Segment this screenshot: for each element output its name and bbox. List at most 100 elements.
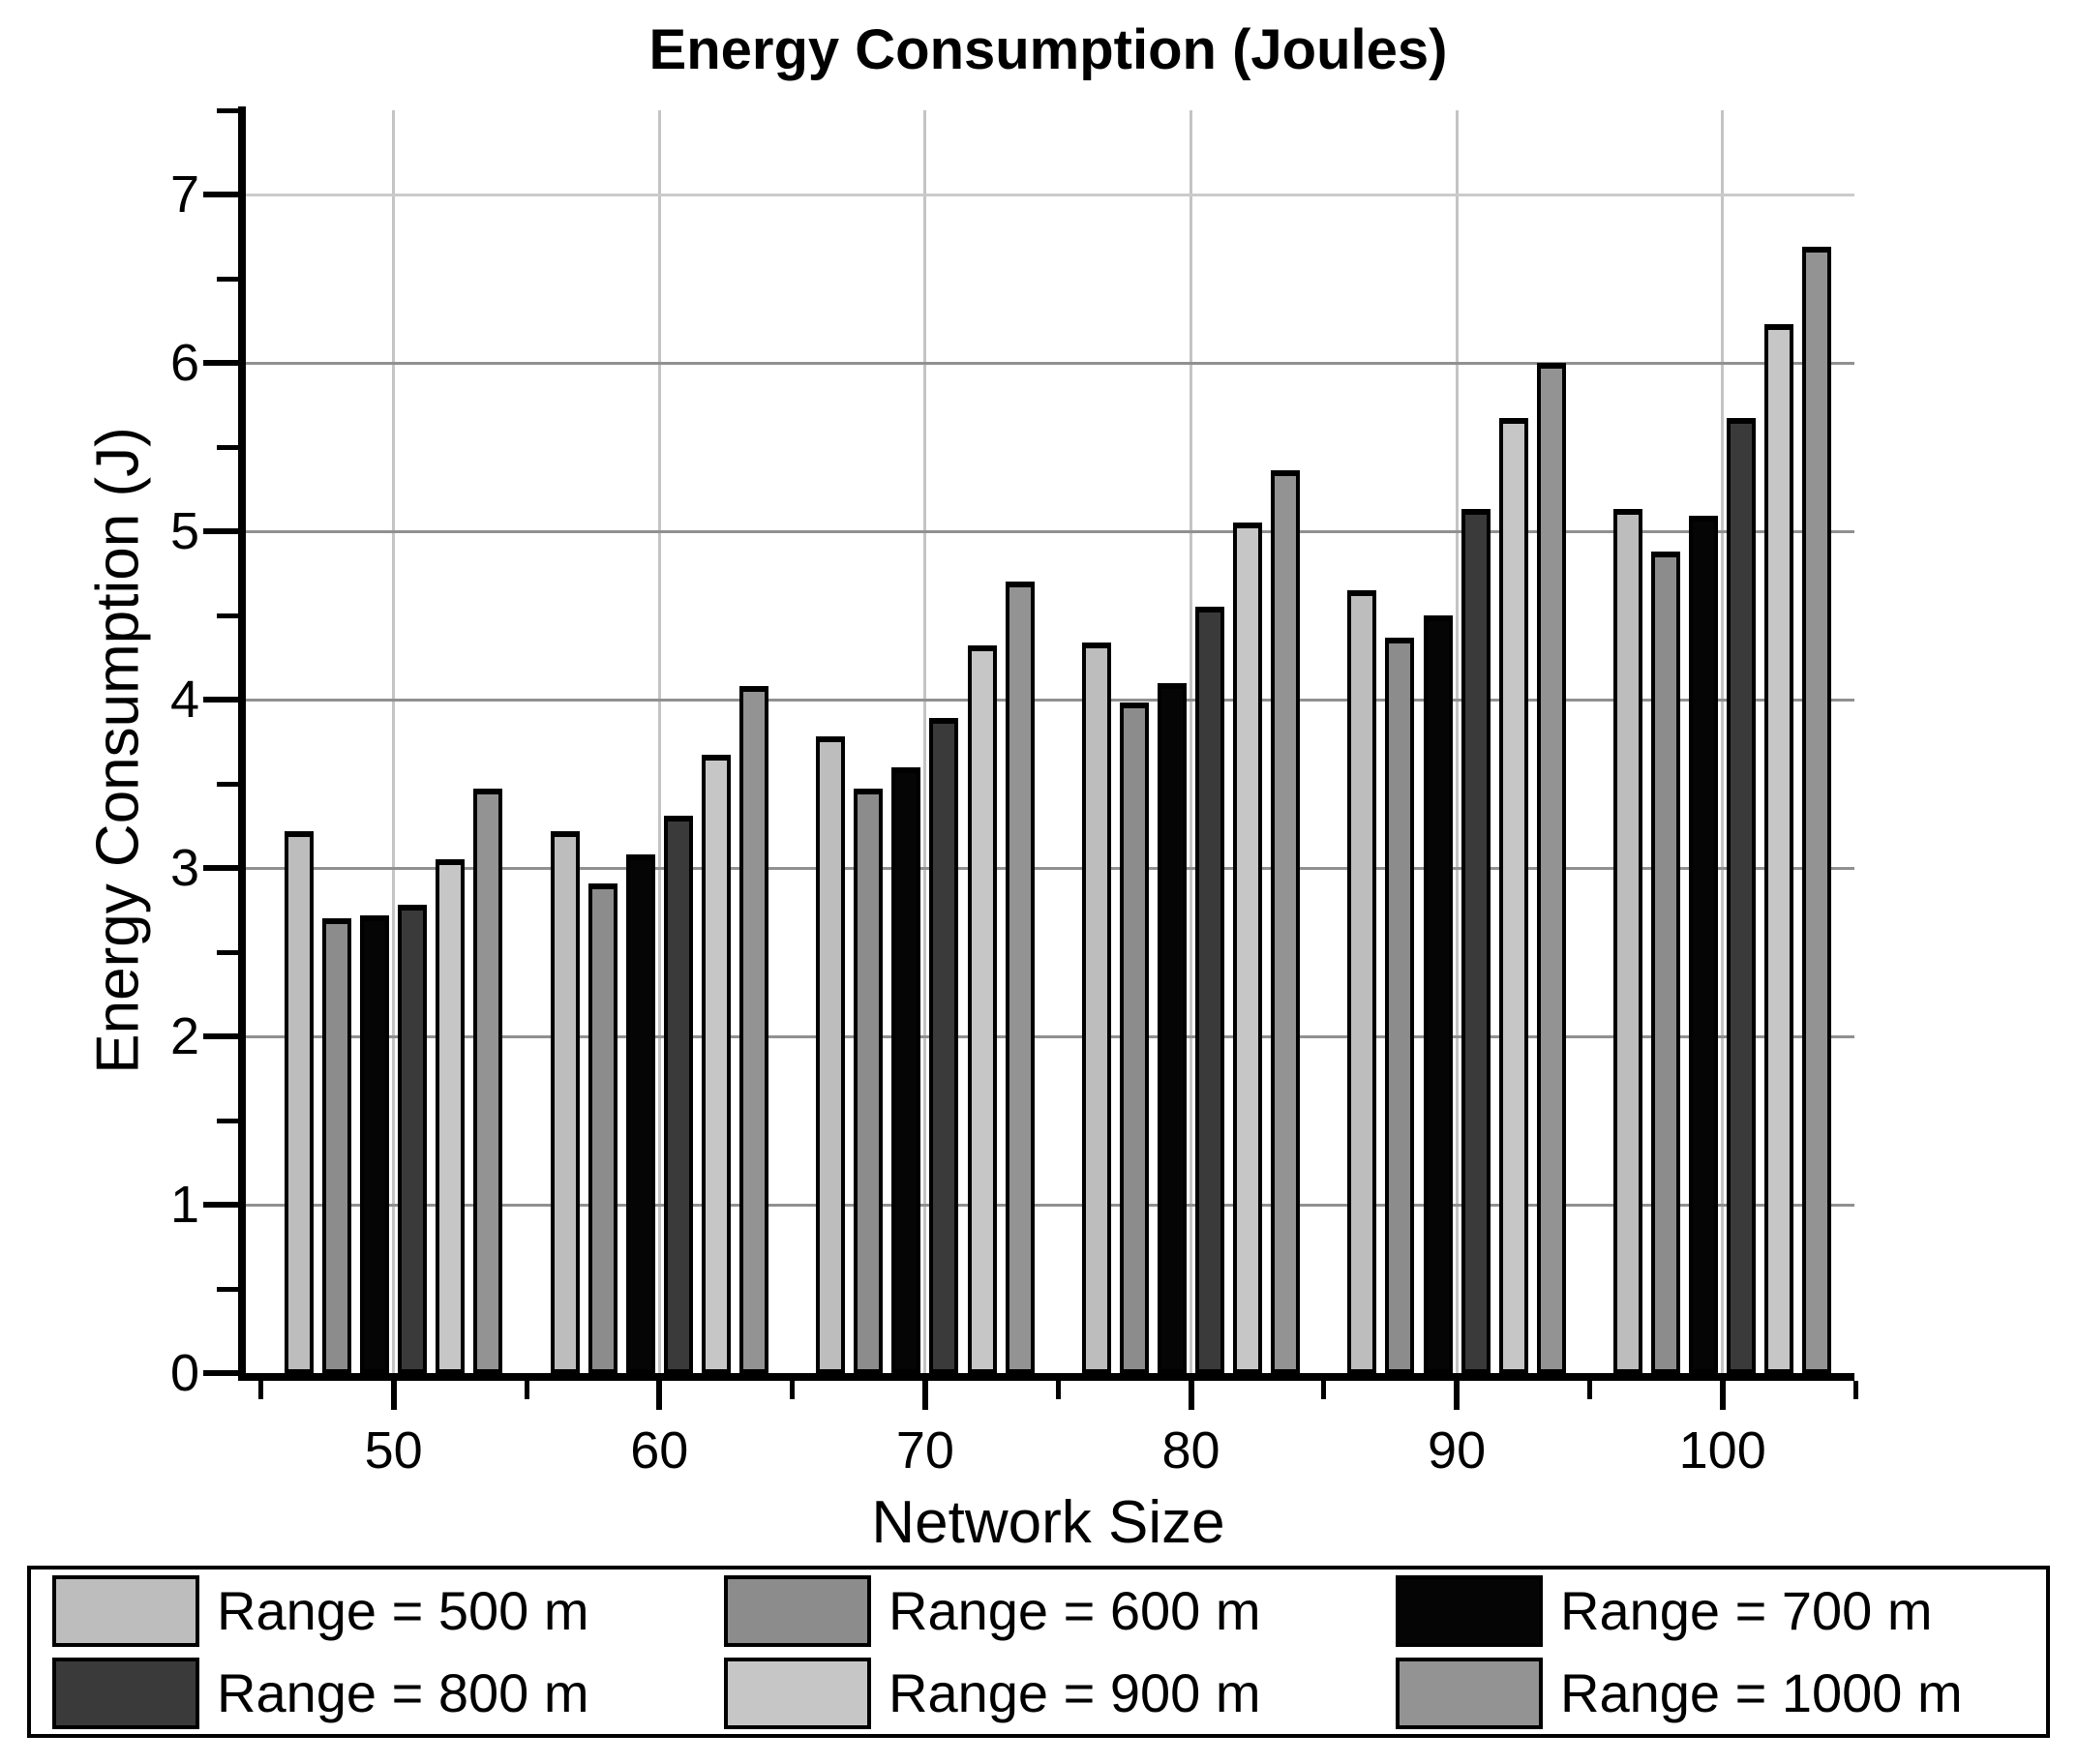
bar-60-1000m: [739, 686, 769, 1373]
x-tick-label: 60: [630, 1421, 689, 1480]
y-tick-label: 5: [169, 502, 199, 560]
v-gridline: [1190, 110, 1192, 1373]
legend-entry-600m: Range = 600 m: [703, 1570, 1374, 1652]
legend-entry-1000m: Range = 1000 m: [1374, 1652, 2046, 1734]
v-gridline: [1455, 110, 1459, 1373]
y-minor-tick: [217, 444, 238, 450]
chart-title: Energy Consumption (Joules): [648, 18, 1448, 81]
x-tick-label: 80: [1161, 1421, 1220, 1480]
x-major-tick: [921, 1381, 928, 1410]
bar-60-700m: [625, 854, 655, 1373]
y-tick-label: 0: [169, 1344, 199, 1402]
x-minor-tick: [1321, 1381, 1327, 1399]
x-major-tick: [1188, 1381, 1194, 1410]
y-tick-label: 4: [169, 671, 199, 729]
y-major-tick: [203, 1202, 238, 1208]
bar-50-500m: [284, 830, 314, 1373]
y-tick-label: 2: [169, 1007, 199, 1065]
legend-label: Range = 700 m: [1560, 1580, 1933, 1641]
x-major-tick: [1454, 1381, 1461, 1410]
bar-90-900m: [1498, 418, 1528, 1373]
h-gridline: [242, 866, 1854, 870]
x-minor-tick: [1055, 1381, 1061, 1399]
y-major-tick: [203, 1033, 238, 1039]
bar-90-700m: [1423, 615, 1453, 1373]
bar-60-800m: [663, 816, 693, 1373]
y-tick-label: 7: [169, 165, 199, 224]
legend-entry-800m: Range = 800 m: [31, 1652, 703, 1734]
legend-swatch: [52, 1574, 199, 1647]
bar-90-500m: [1347, 589, 1377, 1373]
x-major-tick: [1719, 1381, 1726, 1410]
h-gridline: [242, 529, 1854, 533]
bar-50-1000m: [473, 789, 503, 1373]
bar-50-600m: [322, 918, 352, 1373]
bar-60-500m: [550, 830, 580, 1373]
x-major-tick: [656, 1381, 663, 1410]
bar-100-700m: [1689, 516, 1719, 1373]
x-tick-label: 90: [1428, 1421, 1487, 1480]
bar-60-600m: [587, 882, 617, 1373]
y-minor-tick: [217, 1286, 238, 1292]
legend-entry-500m: Range = 500 m: [31, 1570, 703, 1652]
bar-70-1000m: [1005, 582, 1035, 1373]
legend-swatch: [724, 1657, 871, 1729]
y-minor-tick: [217, 276, 238, 282]
y-major-tick: [203, 1370, 238, 1376]
bar-70-800m: [929, 718, 959, 1373]
legend-label: Range = 800 m: [217, 1662, 589, 1723]
y-major-tick: [203, 192, 238, 197]
bar-100-900m: [1764, 323, 1794, 1373]
bar-50-700m: [360, 914, 390, 1373]
bar-70-900m: [967, 645, 997, 1373]
bar-90-600m: [1385, 637, 1415, 1373]
x-tick-label: 50: [364, 1421, 423, 1480]
y-tick-label: 3: [169, 839, 199, 897]
y-major-tick: [203, 360, 238, 366]
h-gridline: [242, 1203, 1854, 1207]
legend-label: Range = 900 m: [888, 1662, 1261, 1723]
bar-60-900m: [701, 755, 731, 1373]
h-gridline: [242, 1034, 1854, 1038]
y-tick-label: 1: [169, 1176, 199, 1234]
h-gridline: [242, 361, 1854, 365]
bar-100-800m: [1727, 418, 1757, 1373]
bar-100-600m: [1651, 551, 1681, 1373]
bar-80-600m: [1119, 703, 1149, 1373]
h-gridline: [242, 698, 1854, 702]
legend-swatch: [52, 1657, 199, 1729]
y-minor-tick: [217, 949, 238, 955]
bar-80-800m: [1195, 607, 1225, 1373]
h-gridline: [242, 193, 1854, 196]
y-major-tick: [203, 697, 238, 703]
x-major-tick: [390, 1381, 397, 1410]
bar-80-500m: [1081, 642, 1111, 1373]
bar-100-1000m: [1802, 246, 1832, 1373]
y-minor-tick: [217, 107, 238, 113]
bar-80-1000m: [1271, 470, 1301, 1373]
legend-label: Range = 500 m: [217, 1580, 589, 1641]
y-axis-spine: [238, 106, 246, 1381]
y-minor-tick: [217, 1118, 238, 1123]
y-minor-tick: [217, 613, 238, 618]
y-major-tick: [203, 865, 238, 871]
bar-100-500m: [1612, 509, 1642, 1373]
legend-swatch: [1396, 1574, 1543, 1647]
legend-entry-700m: Range = 700 m: [1374, 1570, 2046, 1652]
legend-swatch: [724, 1574, 871, 1647]
bar-70-700m: [891, 766, 921, 1373]
bar-70-500m: [816, 736, 846, 1373]
x-axis-title: Network Size: [871, 1489, 1225, 1556]
bar-80-700m: [1157, 682, 1187, 1373]
y-minor-tick: [217, 781, 238, 787]
x-minor-tick: [257, 1381, 263, 1399]
x-axis-spine: [238, 1373, 1854, 1381]
legend-swatch: [1396, 1657, 1543, 1729]
bar-70-600m: [854, 789, 884, 1373]
x-minor-tick: [1852, 1381, 1858, 1399]
v-gridline: [1721, 110, 1725, 1373]
v-gridline: [392, 110, 396, 1373]
legend-label: Range = 1000 m: [1560, 1662, 1963, 1723]
legend: Range = 500 m Range = 600 m Range = 700 m R…: [27, 1566, 2050, 1738]
